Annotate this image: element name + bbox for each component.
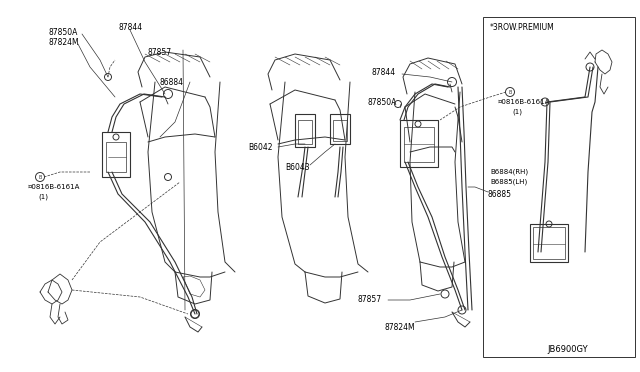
Bar: [330, 114, 350, 144]
Text: 87844: 87844: [372, 67, 396, 77]
Text: B: B: [508, 90, 512, 94]
Text: ¤0816B-6161A: ¤0816B-6161A: [28, 184, 81, 190]
Bar: [106, 142, 126, 172]
Text: (1): (1): [38, 194, 48, 200]
Text: 87857: 87857: [148, 48, 172, 57]
Text: B6885(LH): B6885(LH): [490, 179, 527, 185]
Bar: [298, 120, 312, 144]
Text: 87844: 87844: [118, 22, 142, 32]
Bar: [333, 120, 347, 141]
Circle shape: [506, 87, 515, 96]
Text: B6043: B6043: [285, 163, 310, 171]
Bar: [404, 127, 434, 162]
Text: 86885: 86885: [488, 189, 512, 199]
Bar: [483, 17, 635, 357]
Text: ¤0816B-6161A: ¤0816B-6161A: [498, 99, 550, 105]
Bar: [530, 224, 568, 262]
Text: 86884: 86884: [160, 77, 184, 87]
Bar: [295, 114, 315, 147]
Text: 87850A: 87850A: [368, 97, 397, 106]
Text: 87857: 87857: [358, 295, 382, 305]
Text: B6884(RH): B6884(RH): [490, 169, 528, 175]
Text: (1): (1): [512, 109, 522, 115]
Text: 87824M: 87824M: [385, 323, 415, 331]
Text: 87850A: 87850A: [48, 28, 77, 36]
Circle shape: [35, 173, 45, 182]
Bar: [400, 120, 438, 167]
Text: JB6900GY: JB6900GY: [548, 346, 588, 355]
Text: *3ROW.PREMIUM: *3ROW.PREMIUM: [490, 22, 555, 32]
Bar: [533, 227, 565, 259]
Text: B: B: [38, 174, 42, 180]
Bar: [102, 132, 130, 177]
Text: B6042: B6042: [248, 142, 273, 151]
Text: 87824M: 87824M: [48, 38, 79, 46]
